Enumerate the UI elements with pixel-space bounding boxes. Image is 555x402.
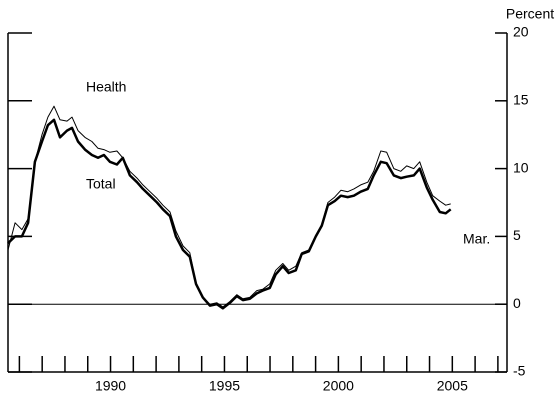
y-axis-label: Percent xyxy=(506,6,554,22)
y-tick-label: 15 xyxy=(513,92,529,108)
x-tick-label: 1990 xyxy=(95,378,126,394)
series-line xyxy=(7,118,452,310)
x-tick-label: 2005 xyxy=(437,378,468,394)
y-tick-label: -5 xyxy=(513,363,526,379)
annotation: Total xyxy=(86,176,116,192)
x-tick-label: 1995 xyxy=(209,378,240,394)
y-tick-label: 0 xyxy=(513,295,521,311)
y-tick-label: 5 xyxy=(513,227,521,243)
x-tick-label: 2000 xyxy=(323,378,354,394)
y-tick-label: 10 xyxy=(513,159,529,175)
annotation: Health xyxy=(86,79,126,95)
annotation: Mar. xyxy=(463,231,490,247)
y-tick-label: 20 xyxy=(513,24,529,40)
